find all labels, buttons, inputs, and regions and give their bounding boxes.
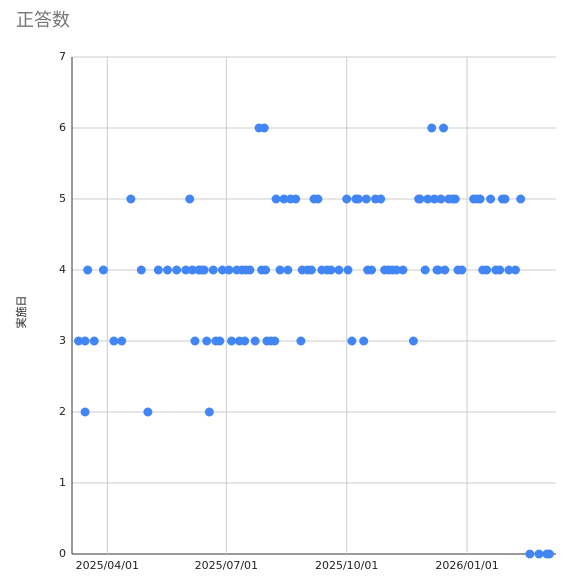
point — [457, 265, 467, 275]
point — [482, 265, 492, 275]
y-axis-label: 実施日 — [14, 296, 28, 329]
point — [271, 194, 281, 204]
point — [199, 265, 209, 275]
point — [126, 194, 136, 204]
point — [504, 265, 514, 275]
y-tick-label: 1 — [59, 476, 66, 489]
point — [143, 407, 153, 417]
point — [500, 194, 510, 204]
point — [283, 265, 293, 275]
point — [440, 265, 450, 275]
point — [291, 194, 301, 204]
point — [391, 265, 401, 275]
point — [439, 123, 449, 133]
x-tick-label: 2025/04/01 — [76, 559, 139, 572]
point — [215, 336, 225, 346]
point — [408, 336, 418, 346]
point — [270, 336, 280, 346]
point — [525, 549, 535, 559]
point — [398, 265, 408, 275]
point — [544, 549, 554, 559]
point — [510, 265, 520, 275]
point — [224, 265, 234, 275]
point — [190, 336, 200, 346]
point — [74, 336, 84, 346]
x-tick-label: 2025/07/01 — [195, 559, 258, 572]
point — [334, 265, 344, 275]
point — [343, 265, 353, 275]
point — [376, 194, 386, 204]
point — [436, 194, 446, 204]
point — [534, 549, 544, 559]
point — [80, 407, 90, 417]
point — [250, 336, 260, 346]
point — [204, 407, 214, 417]
chart-title: 正答数 — [16, 10, 70, 31]
point — [296, 336, 306, 346]
x-tick-label: 2026/01/01 — [435, 559, 498, 572]
point — [326, 265, 336, 275]
point — [80, 336, 90, 346]
point — [450, 194, 460, 204]
point — [181, 265, 191, 275]
point — [185, 194, 195, 204]
point — [240, 336, 250, 346]
point — [347, 336, 357, 346]
point — [367, 265, 377, 275]
point — [245, 265, 255, 275]
y-tick-label: 3 — [59, 334, 66, 347]
point — [433, 265, 443, 275]
y-tick-label: 7 — [59, 50, 66, 63]
point — [359, 336, 369, 346]
point — [208, 265, 218, 275]
y-tick-label: 0 — [59, 547, 66, 560]
point — [202, 336, 212, 346]
y-tick-label: 4 — [59, 263, 66, 276]
point — [313, 194, 323, 204]
point — [361, 194, 371, 204]
point — [279, 194, 289, 204]
point — [153, 265, 163, 275]
point — [117, 336, 127, 346]
point — [415, 194, 425, 204]
point — [423, 194, 433, 204]
point — [98, 265, 108, 275]
y-tick-label: 6 — [59, 121, 66, 134]
point — [427, 123, 437, 133]
x-tick-label: 2025/10/01 — [315, 559, 378, 572]
y-tick-label: 2 — [59, 405, 66, 418]
point — [475, 194, 485, 204]
point — [227, 336, 237, 346]
point — [420, 265, 430, 275]
point — [353, 194, 363, 204]
point — [342, 194, 352, 204]
point — [275, 265, 285, 275]
point — [495, 265, 505, 275]
point — [306, 265, 316, 275]
point — [162, 265, 172, 275]
point — [136, 265, 146, 275]
point — [109, 336, 119, 346]
point — [259, 123, 269, 133]
point — [217, 265, 227, 275]
point — [261, 265, 271, 275]
point — [89, 336, 99, 346]
point — [172, 265, 182, 275]
point — [516, 194, 526, 204]
point — [429, 194, 439, 204]
point — [187, 265, 197, 275]
y-tick-label: 5 — [59, 192, 66, 205]
point — [83, 265, 93, 275]
point — [486, 194, 496, 204]
